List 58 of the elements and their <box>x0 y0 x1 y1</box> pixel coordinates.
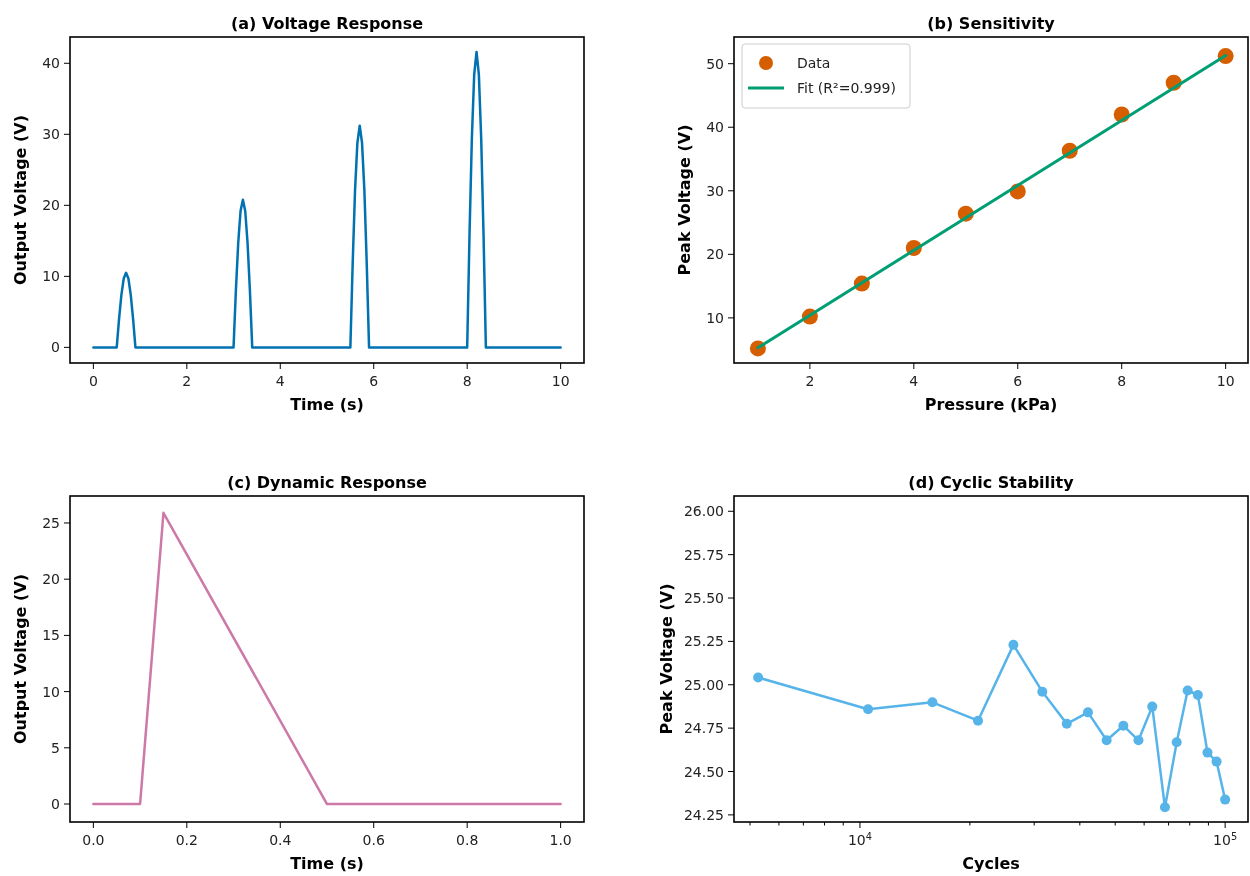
y-tick-label: 10 <box>42 268 60 285</box>
y-tick-label: 20 <box>706 246 724 263</box>
y-tick-label: 20 <box>42 197 60 214</box>
x-tick-label: 0.6 <box>362 832 385 848</box>
legend-label: Fit (R²=0.999) <box>797 80 896 96</box>
y-tick-label: 25.75 <box>683 546 724 563</box>
y-axis-title: Peak Voltage (V) <box>675 124 694 276</box>
x-tick-label: 0.4 <box>269 832 292 848</box>
y-tick-label: 40 <box>706 119 724 136</box>
x-tick-label: 6 <box>1013 373 1023 389</box>
x-tick-label: 10 <box>1216 373 1235 389</box>
x-tick-label: 10$^{4}$ <box>847 830 872 848</box>
y-tick-label: 50 <box>706 55 724 72</box>
y-tick-label: 24.50 <box>683 763 724 780</box>
y-tick-label: 10 <box>42 683 60 700</box>
y-tick-label: 25.50 <box>683 590 724 607</box>
line-series <box>92 50 562 349</box>
legend-label: Data <box>797 55 831 71</box>
x-tick-label: 4 <box>275 373 285 389</box>
x-axis-title: Time (s) <box>290 854 364 873</box>
x-tick-label: 6 <box>369 373 379 389</box>
y-axis-title: Peak Voltage (V) <box>657 583 676 735</box>
y-tick-label: 25.00 <box>683 676 724 693</box>
x-tick-label: 0.2 <box>175 832 198 848</box>
y-tick-label: 30 <box>42 126 60 143</box>
y-tick-label: 26.00 <box>683 503 724 520</box>
x-tick-label: 2 <box>805 373 815 389</box>
y-tick-label: 40 <box>42 55 60 72</box>
y-tick-label: 0 <box>51 339 60 356</box>
x-tick-label: 8 <box>462 373 472 389</box>
y-tick-label: 0 <box>51 796 60 813</box>
x-tick-label: 8 <box>1117 373 1127 389</box>
x-axis-title: Time (s) <box>290 395 364 414</box>
x-tick-label: 0 <box>88 373 98 389</box>
y-tick-label: 5 <box>51 739 60 756</box>
chart-title: (c) Dynamic Response <box>227 473 427 492</box>
y-tick-label: 15 <box>42 627 60 644</box>
x-tick-label: 1.0 <box>549 832 572 848</box>
x-axis-title: Pressure (kPa) <box>924 395 1058 414</box>
x-tick-label: 2 <box>182 373 192 389</box>
y-tick-label: 25.25 <box>683 633 724 650</box>
y-axis-title: Output Voltage (V) <box>11 114 30 286</box>
chart-title: (d) Cyclic Stability <box>908 473 1075 492</box>
x-tick-label: 0.0 <box>82 832 105 848</box>
y-tick-label: 20 <box>42 571 60 588</box>
x-tick-label: 10$^{5}$ <box>1213 830 1238 848</box>
y-tick-label: 24.25 <box>683 806 724 823</box>
x-tick-label: 4 <box>909 373 919 389</box>
chart-title: (a) Voltage Response <box>230 14 424 33</box>
x-tick-label: 10 <box>551 373 570 389</box>
y-tick-label: 10 <box>706 309 724 326</box>
y-tick-label: 25 <box>42 514 60 531</box>
y-tick-label: 24.75 <box>683 720 724 737</box>
x-tick-label: 0.8 <box>456 832 479 848</box>
y-axis-title: Output Voltage (V) <box>11 573 30 745</box>
x-axis-title: Cycles <box>962 854 1020 873</box>
y-tick-label: 30 <box>706 182 724 199</box>
chart-title: (b) Sensitivity <box>927 14 1056 33</box>
